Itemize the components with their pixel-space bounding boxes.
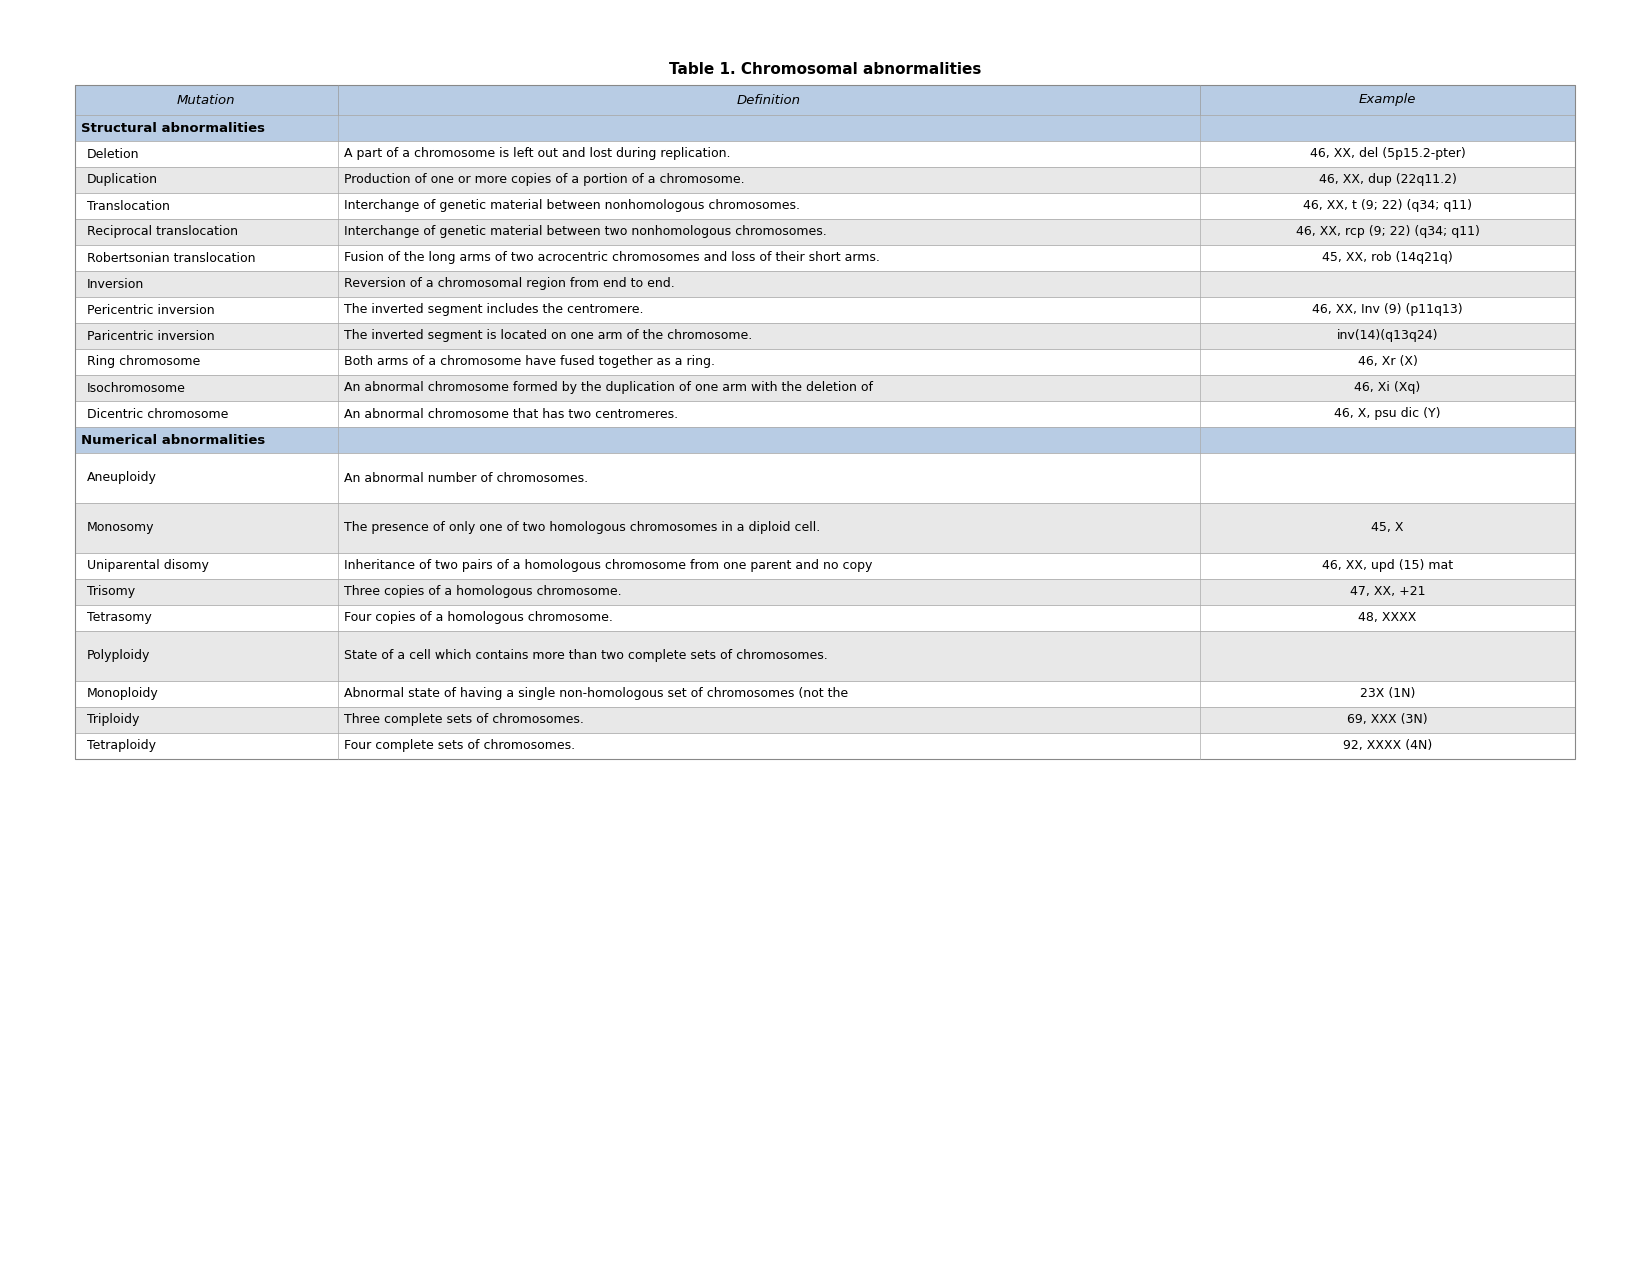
Text: Polyploidy: Polyploidy (87, 649, 150, 663)
Text: 46, XX, Inv (9) (p11q13): 46, XX, Inv (9) (p11q13) (1312, 303, 1464, 316)
Bar (74, 349, 1576, 375)
Text: 92, XXXX (4N): 92, XXXX (4N) (1343, 740, 1432, 752)
Bar (74, 553, 1576, 579)
Text: The inverted segment includes the centromere.: The inverted segment includes the centro… (343, 303, 644, 316)
Text: 46, X, psu dic (Y): 46, X, psu dic (Y) (1335, 408, 1440, 421)
Bar (74, 504, 1576, 553)
Text: Aneuploidy: Aneuploidy (87, 472, 157, 484)
Text: Isochromosome: Isochromosome (87, 381, 186, 394)
Bar (74, 142, 1576, 167)
Text: Pericentric inversion: Pericentric inversion (87, 303, 215, 316)
Text: Example: Example (1360, 93, 1416, 107)
Text: inv(14)(q13q24): inv(14)(q13q24) (1336, 329, 1439, 343)
Text: Reversion of a chromosomal region from end to end.: Reversion of a chromosomal region from e… (343, 278, 675, 291)
Text: Interchange of genetic material between nonhomologous chromosomes.: Interchange of genetic material between … (343, 199, 800, 213)
Text: Definition: Definition (738, 93, 800, 107)
Text: An abnormal number of chromosomes.: An abnormal number of chromosomes. (343, 472, 587, 484)
Text: State of a cell which contains more than two complete sets of chromosomes.: State of a cell which contains more than… (343, 649, 827, 663)
Text: 46, XX, del (5p15.2-pter): 46, XX, del (5p15.2-pter) (1310, 148, 1465, 161)
Text: 23X (1N): 23X (1N) (1360, 687, 1416, 700)
Text: Abnormal state of having a single non-homologous set of chromosomes (not the: Abnormal state of having a single non-ho… (343, 687, 848, 700)
Text: Tetrasomy: Tetrasomy (87, 612, 152, 625)
Text: 45, XX, rob (14q21q): 45, XX, rob (14q21q) (1322, 251, 1454, 264)
Bar (74, 85, 1576, 759)
Text: Paricentric inversion: Paricentric inversion (87, 329, 215, 343)
Text: Uniparental disomy: Uniparental disomy (87, 560, 210, 572)
Text: 46, Xi (Xq): 46, Xi (Xq) (1355, 381, 1421, 394)
Text: Robertsonian translocation: Robertsonian translocation (87, 251, 256, 264)
Bar (74, 402, 1576, 427)
Text: Duplication: Duplication (87, 173, 158, 186)
Text: Ring chromosome: Ring chromosome (87, 356, 200, 368)
Text: Deletion: Deletion (87, 148, 140, 161)
Text: Mutation: Mutation (177, 93, 236, 107)
Text: Four copies of a homologous chromosome.: Four copies of a homologous chromosome. (343, 612, 612, 625)
Text: The inverted segment is located on one arm of the chromosome.: The inverted segment is located on one a… (343, 329, 752, 343)
Bar (74, 323, 1576, 349)
Text: Inversion: Inversion (87, 278, 144, 291)
Text: Three copies of a homologous chromosome.: Three copies of a homologous chromosome. (343, 585, 620, 598)
Text: 46, XX, upd (15) mat: 46, XX, upd (15) mat (1322, 560, 1454, 572)
Text: Monoploidy: Monoploidy (87, 687, 158, 700)
Bar (74, 375, 1576, 402)
Bar (74, 219, 1576, 245)
Bar (74, 115, 1576, 142)
Bar (74, 708, 1576, 733)
Text: The presence of only one of two homologous chromosomes in a diploid cell.: The presence of only one of two homologo… (343, 521, 820, 534)
Text: Table 1. Chromosomal abnormalities: Table 1. Chromosomal abnormalities (668, 62, 982, 78)
Text: A part of a chromosome is left out and lost during replication.: A part of a chromosome is left out and l… (343, 148, 729, 161)
Text: 47, XX, +21: 47, XX, +21 (1350, 585, 1426, 598)
Text: Both arms of a chromosome have fused together as a ring.: Both arms of a chromosome have fused tog… (343, 356, 714, 368)
Text: Reciprocal translocation: Reciprocal translocation (87, 226, 238, 238)
Text: Three complete sets of chromosomes.: Three complete sets of chromosomes. (343, 714, 584, 727)
Bar (74, 427, 1576, 453)
Text: 46, Xr (X): 46, Xr (X) (1358, 356, 1417, 368)
Bar (74, 245, 1576, 272)
Bar (74, 453, 1576, 504)
Text: Dicentric chromosome: Dicentric chromosome (87, 408, 228, 421)
Text: Triploidy: Triploidy (87, 714, 139, 727)
Text: Monosomy: Monosomy (87, 521, 155, 534)
Text: Four complete sets of chromosomes.: Four complete sets of chromosomes. (343, 740, 574, 752)
Text: 69, XXX (3N): 69, XXX (3N) (1346, 714, 1427, 727)
Bar (74, 579, 1576, 606)
Bar (74, 606, 1576, 631)
Bar (74, 85, 1576, 115)
Text: Translocation: Translocation (87, 199, 170, 213)
Bar (74, 631, 1576, 681)
Text: An abnormal chromosome that has two centromeres.: An abnormal chromosome that has two cent… (343, 408, 678, 421)
Text: Fusion of the long arms of two acrocentric chromosomes and loss of their short a: Fusion of the long arms of two acrocentr… (343, 251, 879, 264)
Text: Tetraploidy: Tetraploidy (87, 740, 157, 752)
Text: An abnormal chromosome formed by the duplication of one arm with the deletion of: An abnormal chromosome formed by the dup… (343, 381, 873, 394)
Bar (74, 681, 1576, 708)
Bar (74, 272, 1576, 297)
Bar (74, 733, 1576, 759)
Text: 45, X: 45, X (1371, 521, 1404, 534)
Text: Numerical abnormalities: Numerical abnormalities (81, 434, 266, 446)
Text: Interchange of genetic material between two nonhomologous chromosomes.: Interchange of genetic material between … (343, 226, 827, 238)
Bar (74, 297, 1576, 323)
Text: 48, XXXX: 48, XXXX (1358, 612, 1417, 625)
Text: Inheritance of two pairs of a homologous chromosome from one parent and no copy: Inheritance of two pairs of a homologous… (343, 560, 871, 572)
Text: 46, XX, dup (22q11.2): 46, XX, dup (22q11.2) (1318, 173, 1457, 186)
Text: Production of one or more copies of a portion of a chromosome.: Production of one or more copies of a po… (343, 173, 744, 186)
Text: 46, XX, rcp (9; 22) (q34; q11): 46, XX, rcp (9; 22) (q34; q11) (1295, 226, 1480, 238)
Bar (74, 167, 1576, 193)
Text: Trisomy: Trisomy (87, 585, 135, 598)
Text: Structural abnormalities: Structural abnormalities (81, 121, 266, 134)
Bar (74, 193, 1576, 219)
Text: 46, XX, t (9; 22) (q34; q11): 46, XX, t (9; 22) (q34; q11) (1304, 199, 1472, 213)
